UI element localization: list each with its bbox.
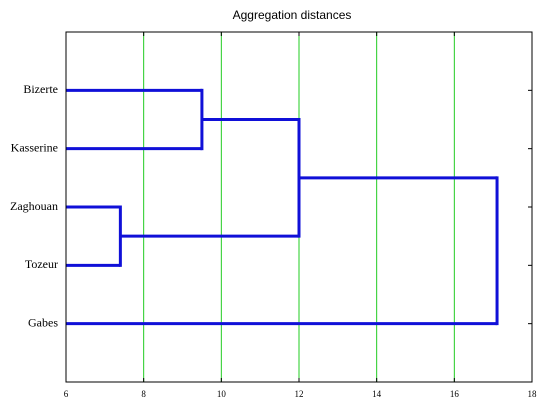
x-tick-label: 12 (295, 389, 304, 399)
x-tick-label: 14 (372, 389, 382, 399)
leaf-label: Tozeur (25, 257, 58, 271)
x-tick-label: 6 (64, 389, 69, 399)
x-tick-label: 8 (141, 389, 146, 399)
x-tick-label: 10 (217, 389, 227, 399)
leaf-label: Zaghouan (10, 199, 58, 213)
leaf-label: Gabes (28, 315, 58, 329)
leaf-label: Bizerte (23, 82, 58, 96)
chart-title: Aggregation distances (233, 8, 352, 22)
x-tick-label: 16 (450, 389, 460, 399)
plot-frame (65, 31, 533, 383)
x-tick-label: 18 (528, 389, 538, 399)
leaf-label: Kasserine (11, 140, 58, 154)
